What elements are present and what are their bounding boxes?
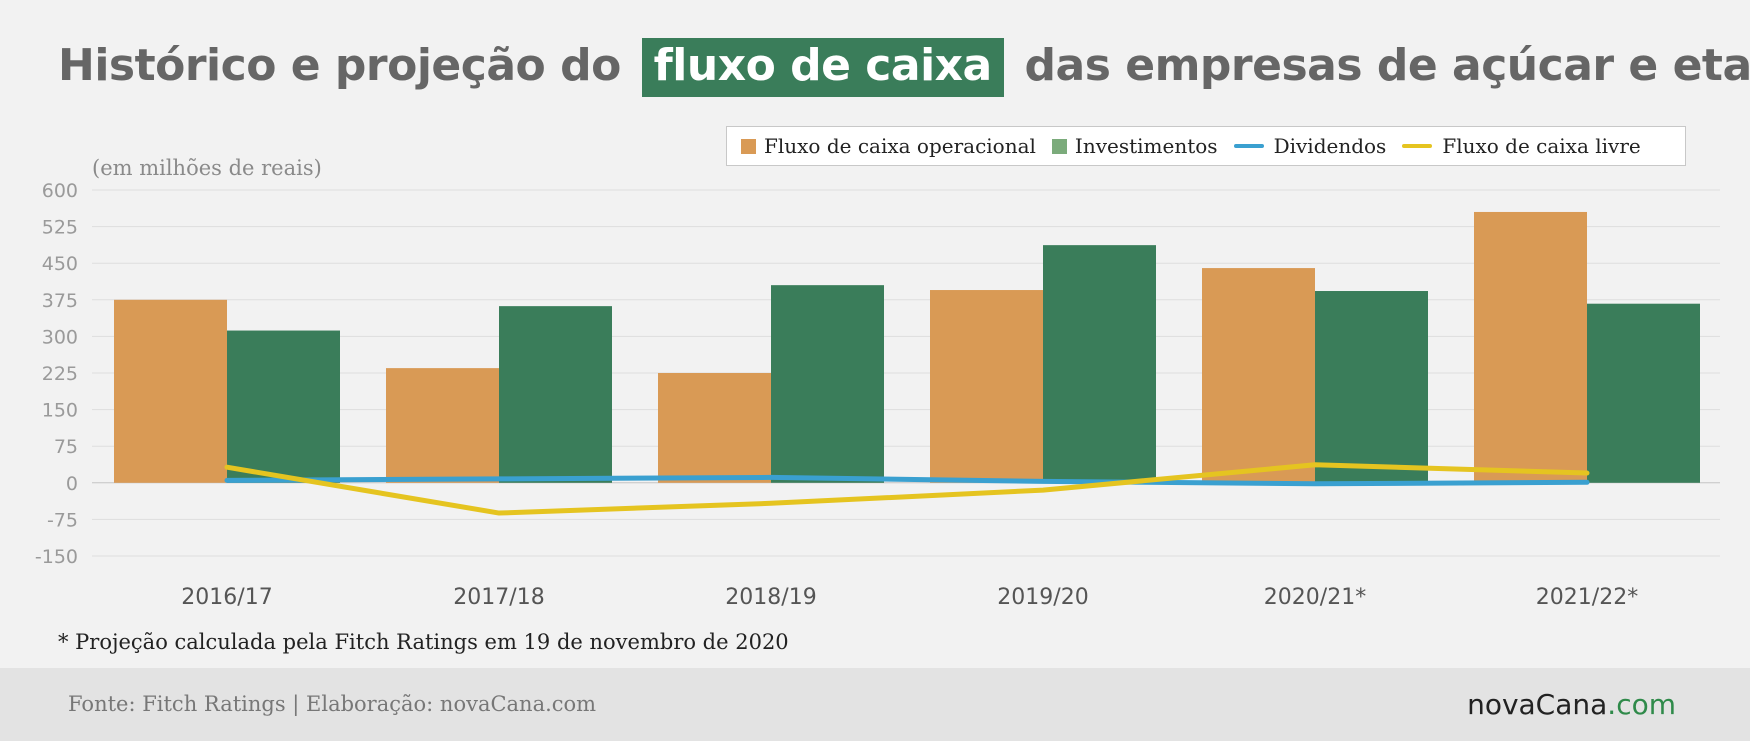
x-tick-label: 2017/18 (453, 585, 544, 610)
title-after: das empresas de açúcar e etanol (1024, 40, 1750, 91)
y-tick-label: -75 (47, 509, 78, 531)
x-tick-label: 2018/19 (725, 585, 816, 610)
logo-main: novaCana (1467, 688, 1608, 721)
bar-investimentos (1315, 291, 1428, 483)
y-tick-label: 75 (54, 436, 78, 458)
legend-label-livre: Fluxo de caixa livre (1442, 134, 1641, 158)
legend-item-dividendos: Dividendos (1233, 134, 1387, 158)
bar-investimentos (771, 285, 884, 483)
bar-investimentos (1043, 245, 1156, 483)
y-tick-label: -150 (35, 546, 78, 568)
y-tick-label: 600 (42, 180, 78, 202)
y-tick-label: 300 (42, 326, 78, 348)
bar-operacional (386, 368, 499, 483)
bar-operacional (114, 299, 227, 483)
projection-note: * Projeção calculada pela Fitch Ratings … (58, 630, 789, 654)
title-before: Histórico e projeção do (58, 40, 621, 91)
legend-item-livre: Fluxo de caixa livre (1402, 134, 1641, 158)
x-tick-label: 2019/20 (997, 585, 1088, 610)
legend-label-dividendos: Dividendos (1273, 134, 1387, 158)
bar-operacional (1202, 268, 1315, 483)
legend-item-investimentos: Investimentos (1051, 134, 1218, 158)
line-dividendos (224, 474, 1590, 487)
logo-suffix: .com (1607, 688, 1676, 721)
title-highlight: fluxo de caixa (641, 38, 1004, 97)
y-tick-label: 225 (42, 363, 78, 385)
bar-investimentos (227, 330, 340, 483)
source-text: Fonte: Fitch Ratings | Elaboração: novaC… (68, 692, 597, 716)
legend-swatch-operacional (741, 138, 756, 154)
unit-label: (em milhões de reais) (92, 156, 322, 180)
legend-line-livre (1402, 144, 1433, 148)
chart-legend: Fluxo de caixa operacional Investimentos… (726, 126, 1686, 166)
y-tick-label: 375 (42, 290, 78, 312)
legend-line-dividendos (1233, 144, 1264, 148)
legend-label-investimentos: Investimentos (1074, 134, 1218, 158)
x-tick-label: 2016/17 (181, 585, 272, 610)
legend-label-operacional: Fluxo de caixa operacional (764, 134, 1036, 158)
y-tick-label: 0 (66, 473, 78, 495)
x-tick-label: 2021/22* (1536, 585, 1638, 610)
footer: Fonte: Fitch Ratings | Elaboração: novaC… (0, 668, 1750, 741)
novacana-logo[interactable]: novaCana.com (1467, 688, 1676, 721)
chart-title: Histórico e projeção do fluxo de caixa d… (58, 38, 1750, 97)
legend-swatch-investimentos (1051, 138, 1067, 154)
y-tick-label: 525 (42, 217, 78, 239)
bar-investimentos (1587, 303, 1700, 483)
bar-operacional (658, 373, 771, 483)
y-tick-label: 450 (42, 253, 78, 275)
legend-item-operacional: Fluxo de caixa operacional (741, 134, 1036, 158)
cash-flow-chart: 600 525 450 375 300 225 150 75 0 -75 -150 2016/17 20… (35, 180, 1720, 610)
line-fluxo-livre (224, 462, 1590, 516)
bar-operacional (1474, 211, 1587, 483)
x-tick-label: 2020/21* (1264, 585, 1366, 610)
y-tick-label: 150 (42, 400, 78, 422)
bar-investimentos (499, 306, 612, 483)
bar-operacional (930, 290, 1043, 483)
